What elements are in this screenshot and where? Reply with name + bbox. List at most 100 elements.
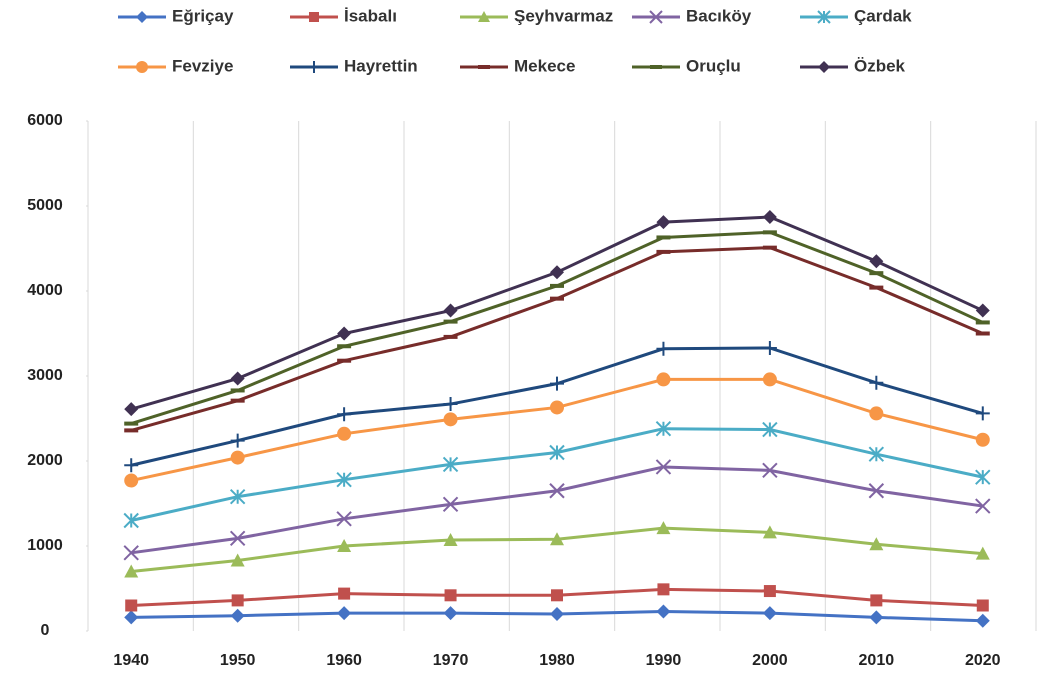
legend-marker (136, 11, 148, 23)
marker (656, 521, 671, 535)
marker (655, 420, 672, 437)
marker (229, 530, 246, 547)
legend-label: Mekece (514, 56, 575, 75)
marker (763, 585, 776, 598)
x-tick-label: 1980 (539, 652, 575, 669)
y-tick-label: 6000 (27, 112, 63, 129)
marker (229, 488, 246, 505)
legend-marker (649, 10, 663, 24)
legend-marker (817, 10, 831, 24)
marker (336, 511, 352, 527)
marker (123, 545, 139, 561)
marker (975, 406, 990, 421)
x-tick-label: 1970 (433, 652, 469, 669)
y-tick-label: 1000 (27, 537, 63, 554)
marker (657, 583, 670, 596)
marker (550, 376, 564, 391)
y-tick-label: 2000 (27, 452, 63, 469)
marker (655, 459, 672, 475)
marker (762, 462, 778, 479)
legend-marker (818, 61, 830, 73)
legend: Eğriçay İsabalı Şeyhvarmaz Bacıköy Çardak Fev… (118, 6, 912, 75)
legend-label: Hayrettin (344, 56, 418, 75)
marker (656, 215, 671, 230)
marker (230, 450, 245, 465)
x-tick-label: 1960 (326, 652, 362, 669)
marker (338, 587, 351, 600)
marker (443, 533, 458, 547)
legend-marker (309, 12, 319, 22)
marker (869, 375, 884, 390)
y-tick-label: 0 (41, 622, 50, 639)
legend-label: Bacıköy (686, 6, 752, 25)
marker (870, 594, 883, 607)
marker (762, 372, 777, 387)
marker (124, 458, 139, 473)
y-tick-label: 4000 (27, 282, 63, 299)
marker (868, 483, 885, 499)
marker (337, 407, 352, 422)
marker (869, 406, 884, 421)
marker (443, 606, 458, 621)
marker (975, 432, 990, 447)
marker (442, 456, 459, 473)
marker (124, 610, 139, 625)
legend-marker (308, 61, 320, 73)
marker (549, 444, 565, 461)
marker (975, 613, 990, 628)
legend-label: Özbek (854, 56, 906, 75)
marker (550, 607, 564, 621)
x-tick-label: 2010 (859, 652, 895, 669)
marker (443, 303, 458, 318)
marker (868, 446, 885, 462)
marker (762, 421, 778, 438)
marker (975, 498, 991, 514)
y-tick-label: 3000 (27, 367, 63, 384)
y-tick-label: 5000 (27, 197, 63, 214)
marker (230, 433, 245, 448)
marker (656, 341, 671, 356)
legend-label: Oruçlu (686, 56, 741, 75)
marker (230, 371, 245, 386)
x-tick-label: 2000 (752, 652, 788, 669)
marker (656, 604, 671, 619)
marker (337, 606, 352, 621)
marker (869, 254, 884, 269)
marker (762, 340, 777, 355)
x-tick-label: 1940 (113, 652, 149, 669)
marker (549, 483, 565, 499)
marker (442, 496, 459, 513)
marker (550, 400, 564, 415)
marker (975, 469, 991, 485)
marker (551, 589, 563, 602)
marker (124, 564, 139, 578)
marker (337, 326, 352, 341)
marker (976, 599, 989, 612)
marker (337, 539, 352, 552)
legend-label: Fevziye (172, 56, 233, 75)
x-tick-label: 1950 (220, 652, 256, 669)
marker (337, 426, 352, 441)
marker (975, 303, 990, 318)
marker (762, 606, 777, 621)
marker (443, 397, 458, 412)
legend-marker (136, 61, 148, 73)
marker (550, 532, 564, 546)
marker (125, 599, 138, 612)
marker (762, 525, 777, 539)
marker (124, 473, 139, 488)
marker (230, 608, 245, 623)
marker (443, 412, 458, 427)
marker (762, 210, 777, 225)
marker (230, 553, 245, 567)
marker (656, 372, 671, 387)
legend-label: Eğriçay (172, 6, 234, 25)
x-tick-label: 2020 (965, 652, 1001, 669)
marker (444, 589, 457, 602)
marker (550, 265, 564, 280)
marker (123, 512, 139, 529)
legend-label: İsabalı (344, 6, 397, 25)
marker (869, 537, 884, 551)
x-tick-label: 1990 (646, 652, 682, 669)
